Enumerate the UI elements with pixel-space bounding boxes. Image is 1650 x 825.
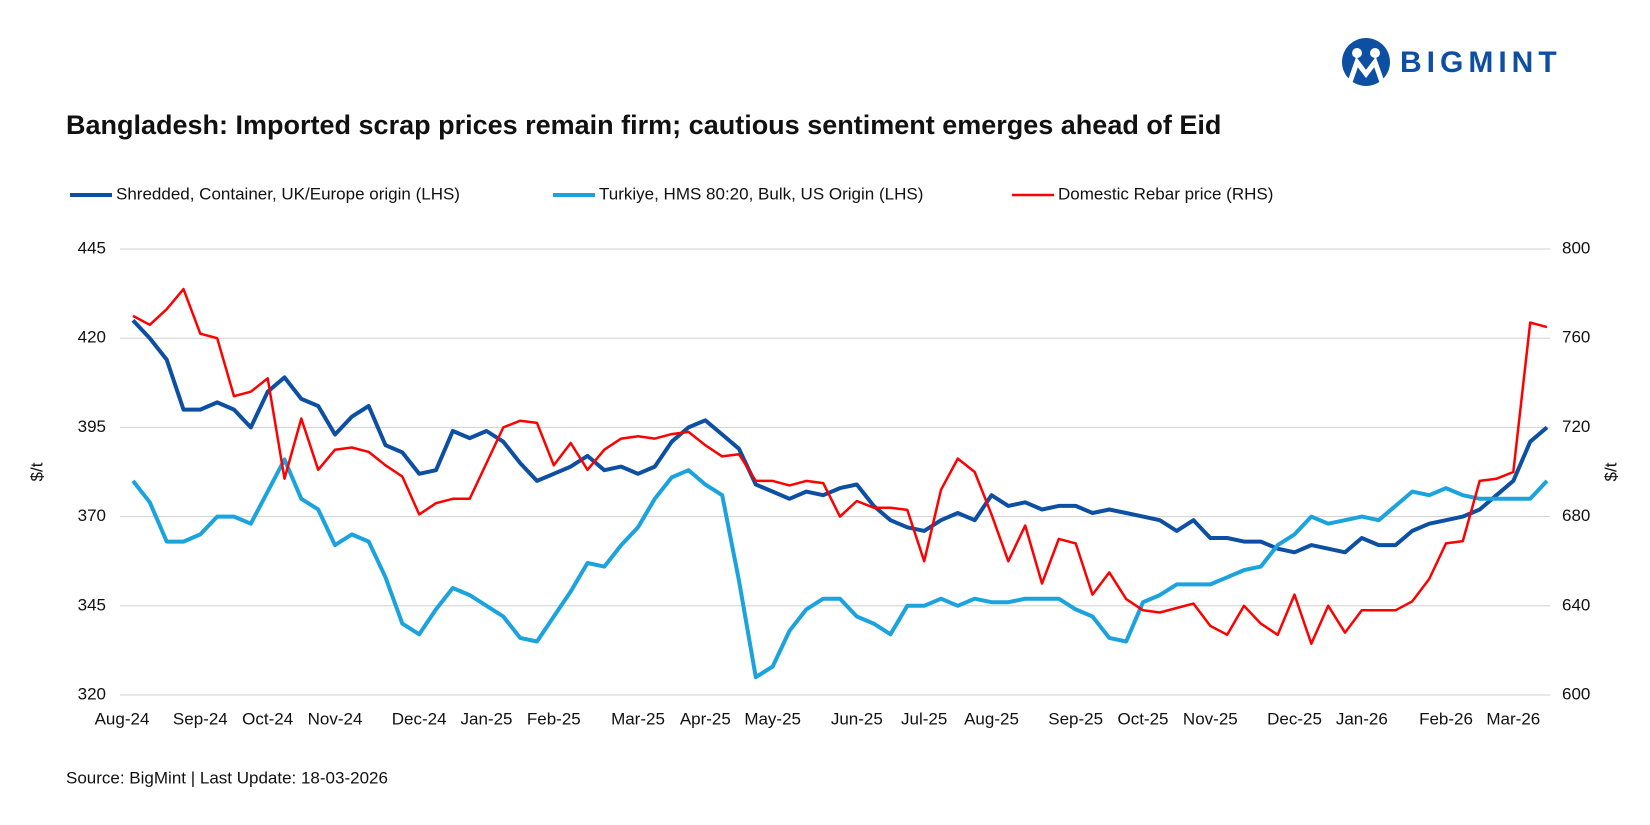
- legend-label: Domestic Rebar price (RHS): [1058, 184, 1273, 203]
- x-tick-label: Jan-26: [1336, 709, 1388, 728]
- series-line: [132, 287, 1548, 645]
- logo-text: BIGMINT: [1400, 46, 1562, 79]
- series-line: [131, 319, 1549, 555]
- y-tick-label: 420: [78, 328, 106, 347]
- source-note: Source: BigMint | Last Update: 18-03-202…: [66, 768, 388, 787]
- y2-tick-label: 600: [1562, 684, 1590, 703]
- legend-label: Shredded, Container, UK/Europe origin (L…: [116, 184, 460, 203]
- y-tick-label: 370: [78, 506, 106, 525]
- x-tick-label: Dec-25: [1267, 709, 1322, 728]
- x-tick-label: Jan-25: [461, 709, 513, 728]
- chart-title: Bangladesh: Imported scrap prices remain…: [66, 110, 1221, 140]
- y2-tick-label: 720: [1562, 417, 1590, 436]
- y-tick-label: 395: [78, 417, 106, 436]
- x-tick-label: Nov-25: [1183, 709, 1238, 728]
- x-tick-label: Dec-24: [392, 709, 447, 728]
- x-tick-label: Feb-26: [1419, 709, 1473, 728]
- x-tick-label: May-25: [744, 709, 801, 728]
- logo: BIGMINT: [1342, 38, 1562, 86]
- x-tick-label: Sep-24: [173, 709, 228, 728]
- logo-icon-body: [1347, 56, 1385, 83]
- y2-tick-label: 800: [1562, 238, 1590, 257]
- legend-label: Turkiye, HMS 80:20, Bulk, US Origin (LHS…: [599, 184, 923, 203]
- y-tick-label: 345: [78, 595, 106, 614]
- x-tick-label: Jul-25: [901, 709, 947, 728]
- y2-tick-label: 680: [1562, 506, 1590, 525]
- x-tick-label: Mar-25: [611, 709, 665, 728]
- y2-tick-label: 760: [1562, 328, 1590, 347]
- y-tick-label: 445: [78, 238, 106, 257]
- x-tick-label: Sep-25: [1048, 709, 1103, 728]
- x-tick-label: Mar-26: [1486, 709, 1540, 728]
- logo-icon-head: [1370, 48, 1380, 58]
- y2-tick-label: 640: [1562, 595, 1590, 614]
- x-tick-label: Aug-24: [95, 709, 150, 728]
- y-axis-label: $/t: [27, 462, 46, 481]
- x-tick-label: Nov-24: [308, 709, 363, 728]
- x-tick-label: Feb-25: [527, 709, 581, 728]
- x-tick-label: Aug-25: [964, 709, 1019, 728]
- x-tick-label: Oct-24: [242, 709, 293, 728]
- x-tick-label: Jun-25: [831, 709, 883, 728]
- x-tick-label: Apr-25: [680, 709, 731, 728]
- y-tick-label: 320: [78, 684, 106, 703]
- x-tick-label: Oct-25: [1117, 709, 1168, 728]
- series-line: [131, 457, 1549, 680]
- y2-axis-label: $/t: [1601, 462, 1620, 481]
- logo-icon-head: [1352, 48, 1362, 58]
